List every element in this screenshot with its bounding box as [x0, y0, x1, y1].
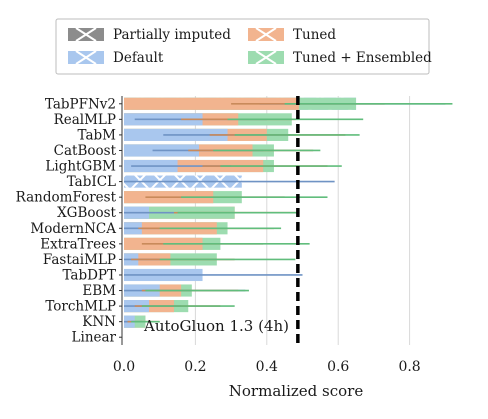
y-tick-labels: TabPFNv2RealMLPTabMCatBoostLightGBMTabIC… [16, 96, 122, 346]
y-tick-label: LightGBM [45, 159, 116, 175]
y-tick-label: CatBoost [54, 143, 117, 159]
y-tick-label: RandomForest [16, 190, 117, 206]
x-axis-title: Normalized score [229, 382, 364, 400]
y-tick-label: RealMLP [54, 112, 116, 128]
legend-frame [55, 18, 430, 75]
legend-hatch-default [75, 50, 97, 65]
y-tick-label: ModernNCA [30, 221, 116, 237]
y-tick-label: ExtraTrees [40, 236, 116, 252]
legend-hatch-tuned [255, 27, 277, 42]
bar-tuned [124, 97, 299, 110]
legend-hatch-imputed [75, 27, 97, 42]
y-tick-label: EBM [82, 283, 116, 299]
y-tick-label: FastaiMLP [43, 252, 116, 268]
y-tick-label: TabDPT [62, 267, 116, 283]
baseline-label: AutoGluon 1.3 (4h) [143, 317, 289, 335]
legend-label-tuned: Tuned [293, 27, 336, 43]
y-tick-label: TabM [78, 127, 117, 143]
x-tick-label: 0.6 [327, 359, 349, 375]
y-tick-label: TorchMLP [45, 299, 116, 315]
legend-hatch-ensembled [255, 50, 277, 65]
x-tick-label: 0.4 [256, 359, 278, 375]
legend-label-default: Default [113, 50, 164, 66]
y-tick-label: XGBoost [57, 205, 116, 221]
y-tick-label: TabPFNv2 [45, 96, 116, 112]
y-tick-label: Linear [72, 330, 117, 346]
legend: Partially imputed Tuned Default Tuned + Ens… [55, 18, 432, 75]
y-tick-label: TabICL [67, 174, 116, 190]
y-tick-label: KNN [82, 314, 116, 330]
x-tick-label: 0.8 [398, 359, 420, 375]
x-tick-labels: 0.0 0.2 0.4 0.6 0.8 [113, 359, 421, 375]
x-tick-label: 0.2 [184, 359, 206, 375]
x-tick-label: 0.0 [113, 359, 135, 375]
legend-label-imputed: Partially imputed [113, 27, 231, 43]
legend-label-ensembled: Tuned + Ensembled [293, 50, 432, 66]
